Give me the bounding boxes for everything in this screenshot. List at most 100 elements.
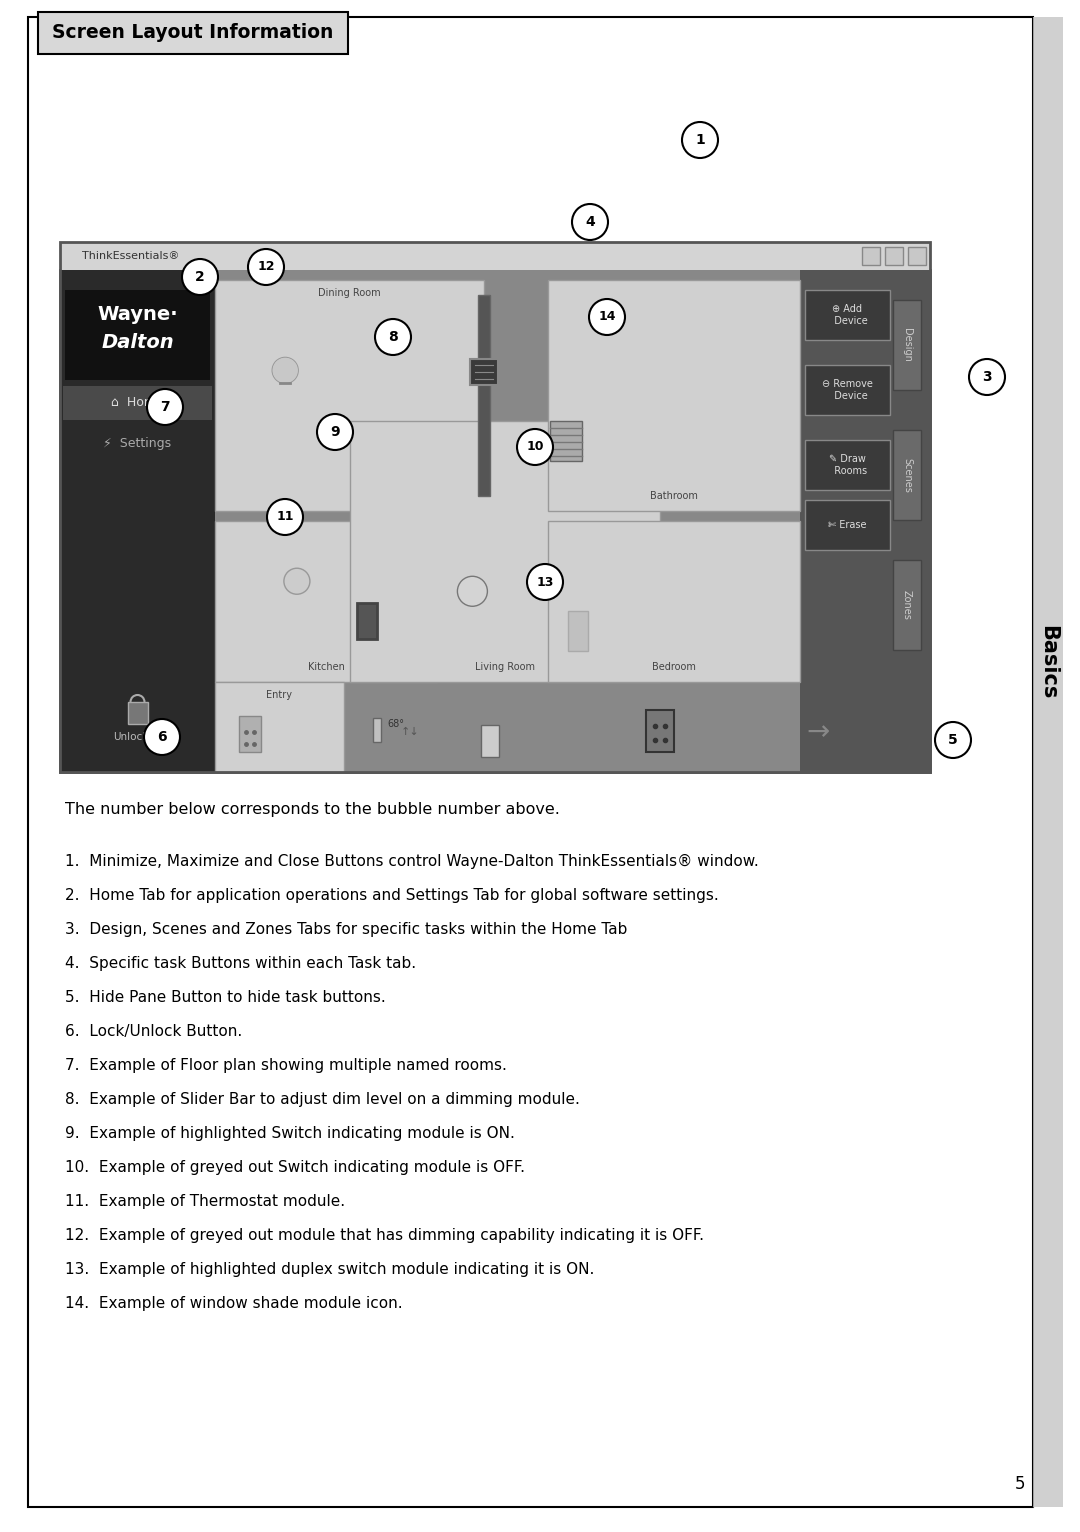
- Bar: [805, 440, 890, 490]
- Text: 4: 4: [585, 214, 595, 228]
- Text: Zones: Zones: [902, 590, 912, 620]
- Bar: [60, 270, 930, 772]
- Text: ⚡  Settings: ⚡ Settings: [104, 438, 172, 450]
- Bar: [568, 611, 588, 651]
- Text: 5: 5: [1015, 1475, 1025, 1494]
- Text: 2: 2: [195, 270, 205, 283]
- Circle shape: [284, 568, 310, 594]
- Bar: [1032, 17, 1063, 1507]
- Text: Bedroom: Bedroom: [652, 662, 697, 671]
- Bar: [127, 702, 148, 725]
- Text: 68°: 68°: [387, 719, 404, 729]
- Bar: [908, 247, 926, 265]
- Bar: [481, 725, 499, 757]
- Bar: [239, 715, 261, 752]
- Text: 10.  Example of greyed out Switch indicating module is OFF.: 10. Example of greyed out Switch indicat…: [65, 1160, 525, 1175]
- Text: ⊕ Add
  Device: ⊕ Add Device: [827, 305, 867, 326]
- Text: Design: Design: [902, 328, 912, 362]
- Circle shape: [527, 564, 563, 601]
- Text: 7: 7: [160, 400, 170, 414]
- Text: 13: 13: [537, 576, 554, 588]
- Text: 8: 8: [388, 329, 397, 345]
- Bar: [215, 270, 800, 772]
- Bar: [60, 270, 215, 772]
- Text: 8.  Example of Slider Bar to adjust dim level on a dimming module.: 8. Example of Slider Bar to adjust dim l…: [65, 1092, 580, 1108]
- Bar: [885, 247, 903, 265]
- Bar: [215, 682, 343, 772]
- Text: 14: 14: [598, 311, 616, 323]
- Bar: [805, 365, 890, 415]
- Text: 6: 6: [158, 731, 166, 745]
- Bar: [549, 280, 800, 512]
- Bar: [805, 290, 890, 340]
- Circle shape: [458, 576, 487, 607]
- Bar: [357, 604, 377, 639]
- Bar: [470, 360, 498, 386]
- Circle shape: [318, 414, 353, 450]
- Text: 6.  Lock/Unlock Button.: 6. Lock/Unlock Button.: [65, 1023, 242, 1039]
- Text: 3: 3: [982, 371, 991, 385]
- Bar: [893, 430, 921, 519]
- Text: 13.  Example of highlighted duplex switch module indicating it is ON.: 13. Example of highlighted duplex switch…: [65, 1262, 594, 1278]
- Text: Scenes: Scenes: [902, 458, 912, 492]
- Circle shape: [935, 722, 971, 758]
- Circle shape: [681, 123, 718, 158]
- Text: ThinkEssentials®: ThinkEssentials®: [82, 251, 179, 260]
- Text: 5: 5: [948, 732, 958, 748]
- Text: 9.  Example of highlighted Switch indicating module is ON.: 9. Example of highlighted Switch indicat…: [65, 1126, 515, 1141]
- Bar: [893, 300, 921, 391]
- Bar: [65, 290, 210, 380]
- Text: Dalton: Dalton: [102, 332, 174, 351]
- Circle shape: [147, 389, 183, 424]
- Text: ✎ Draw
  Rooms: ✎ Draw Rooms: [828, 453, 867, 476]
- Bar: [373, 719, 381, 741]
- Text: 12.  Example of greyed out module that has dimming capability indicating it is O: 12. Example of greyed out module that ha…: [65, 1229, 704, 1242]
- Text: Wayne·: Wayne·: [97, 305, 178, 325]
- Text: Screen Layout Information: Screen Layout Information: [52, 23, 334, 43]
- Text: 11.  Example of Thermostat module.: 11. Example of Thermostat module.: [65, 1193, 346, 1209]
- Text: ↑↓: ↑↓: [401, 726, 420, 737]
- Text: ✄ Erase: ✄ Erase: [828, 519, 867, 530]
- Circle shape: [273, 358, 297, 383]
- Circle shape: [248, 250, 284, 285]
- Text: 14.  Example of window shade module icon.: 14. Example of window shade module icon.: [65, 1296, 403, 1311]
- Bar: [800, 270, 930, 772]
- Bar: [215, 521, 437, 682]
- Text: 1.  Minimize, Maximize and Close Buttons control Wayne-Dalton ThinkEssentials® w: 1. Minimize, Maximize and Close Buttons …: [65, 853, 759, 869]
- Text: The number below corresponds to the bubble number above.: The number below corresponds to the bubb…: [65, 801, 559, 817]
- Text: Unlocked: Unlocked: [113, 732, 162, 741]
- Circle shape: [375, 319, 411, 355]
- Bar: [38, 12, 348, 54]
- Bar: [862, 247, 880, 265]
- Text: 7.  Example of Floor plan showing multiple named rooms.: 7. Example of Floor plan showing multipl…: [65, 1059, 507, 1072]
- Text: Entry: Entry: [267, 689, 293, 700]
- Text: Dining Room: Dining Room: [319, 288, 381, 299]
- Bar: [63, 386, 212, 420]
- Circle shape: [969, 358, 1005, 395]
- Bar: [646, 709, 674, 752]
- Bar: [215, 280, 484, 512]
- Text: 12: 12: [257, 260, 274, 274]
- Bar: [893, 561, 921, 650]
- Circle shape: [572, 204, 608, 241]
- Text: 9: 9: [330, 424, 340, 440]
- Text: ⌂  Home: ⌂ Home: [111, 397, 164, 409]
- Circle shape: [267, 499, 303, 535]
- Bar: [478, 296, 490, 496]
- Bar: [550, 421, 582, 461]
- Text: →: →: [807, 719, 829, 746]
- Circle shape: [589, 299, 625, 336]
- Circle shape: [517, 429, 553, 466]
- Bar: [350, 421, 660, 682]
- Text: Kitchen: Kitchen: [308, 662, 345, 671]
- Bar: [60, 242, 930, 772]
- Text: 1: 1: [696, 133, 705, 147]
- Text: 10: 10: [526, 441, 543, 453]
- Circle shape: [183, 259, 218, 296]
- Text: 2.  Home Tab for application operations and Settings Tab for global software set: 2. Home Tab for application operations a…: [65, 889, 719, 902]
- Text: 11: 11: [276, 510, 294, 524]
- Text: Living Room: Living Room: [474, 662, 535, 671]
- Text: Basics: Basics: [1038, 625, 1058, 699]
- Text: Bathroom: Bathroom: [650, 490, 698, 501]
- Text: ⊖ Remove
  Device: ⊖ Remove Device: [822, 380, 873, 401]
